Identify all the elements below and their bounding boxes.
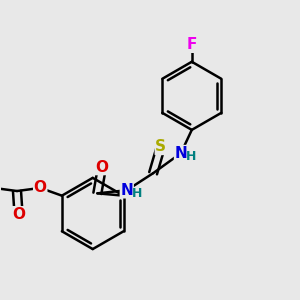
Text: O: O [95, 160, 109, 175]
Text: O: O [34, 180, 47, 195]
Text: O: O [12, 207, 25, 222]
Text: F: F [187, 37, 197, 52]
Text: N: N [120, 183, 133, 198]
Text: S: S [155, 140, 166, 154]
Text: H: H [131, 187, 142, 200]
Text: N: N [175, 146, 187, 160]
Text: H: H [186, 150, 196, 163]
